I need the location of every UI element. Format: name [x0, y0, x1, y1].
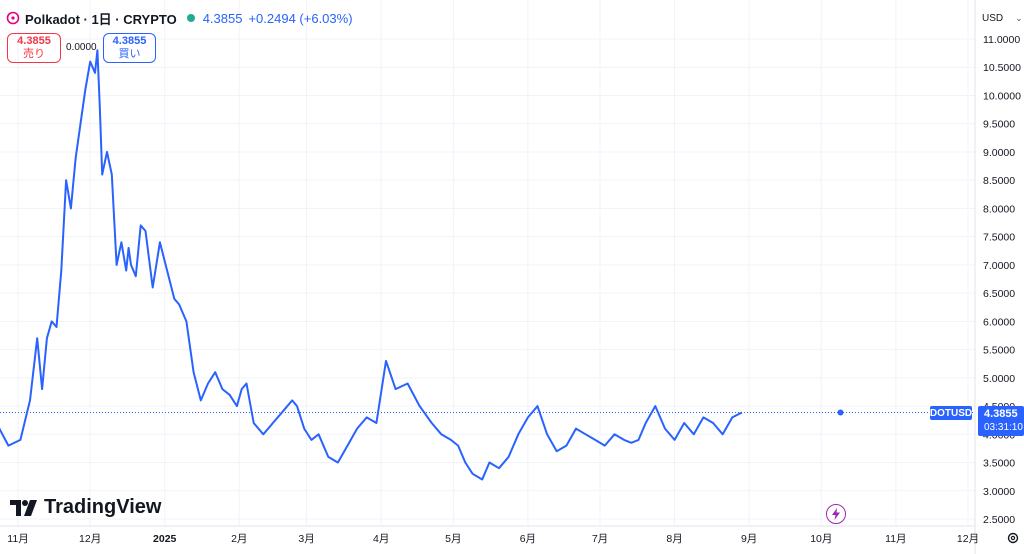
bar-countdown: 03:31:10	[984, 422, 1023, 433]
tradingview-logo[interactable]: TradingView	[10, 496, 161, 519]
y-tick-label: 11.0000	[983, 34, 1020, 46]
buy-button[interactable]: 4.3855 買い	[103, 33, 156, 63]
y-tick-label: 2.5000	[983, 514, 1015, 526]
y-tick-label: 8.5000	[983, 175, 1015, 187]
sell-button[interactable]: 4.3855 売り	[7, 33, 61, 63]
market-status-dot	[186, 14, 195, 22]
sell-price: 4.3855	[17, 35, 51, 47]
y-tick-label: 10.0000	[983, 90, 1021, 102]
spread-value: 0.0000	[66, 42, 97, 53]
current-price: 4.3855	[984, 408, 1018, 420]
tradingview-logo-icon	[10, 499, 37, 516]
x-tick-label: 3月	[298, 533, 314, 545]
symbol-header: Polkadot · 1日 · CRYPTO 4.3855 +0.2494 (+…	[6, 9, 353, 27]
x-tick-label: 2月	[231, 533, 247, 545]
gear-icon[interactable]	[1006, 531, 1020, 545]
sell-label: 売り	[23, 48, 45, 60]
y-tick-label: 5.5000	[983, 345, 1015, 357]
y-tick-label: 3.5000	[983, 458, 1015, 470]
buy-label: 買い	[118, 48, 141, 60]
polkadot-logo-icon	[6, 11, 20, 25]
y-tick-label: 7.0000	[983, 260, 1015, 272]
y-tick-label: 10.5000	[983, 62, 1021, 74]
x-tick-label: 2025	[153, 533, 177, 545]
y-tick-label: 8.0000	[983, 203, 1015, 215]
symbol-title[interactable]: Polkadot · 1日 · CRYPTO	[25, 11, 177, 27]
time-axis[interactable]: 11月 12月 2025 2月 3月 4月 5月 6月 7月 8月 9月 10月 11月 12月	[7, 533, 979, 545]
currency-label: USD	[982, 13, 1004, 24]
tradingview-wordmark: TradingView	[44, 496, 162, 518]
y-tick-label: 5.0000	[983, 373, 1015, 385]
x-tick-label: 9月	[741, 533, 757, 545]
y-tick-label: 9.0000	[983, 147, 1015, 159]
symbol-price-tag: DOTUSD	[929, 406, 973, 420]
x-tick-label: 5月	[445, 533, 461, 545]
header-price: 4.3855	[202, 10, 243, 26]
x-tick-label: 7月	[592, 533, 608, 545]
currency-selector[interactable]: USD ⌄	[982, 13, 1023, 24]
current-price-tag: 4.3855 03:31:10	[978, 406, 1024, 436]
price-series-line	[0, 49, 743, 481]
y-tick-label: 6.5000	[983, 288, 1015, 300]
price-axis[interactable]: 2.50003.00003.50004.00004.50005.00005.50…	[983, 34, 1021, 526]
y-tick-label: 3.0000	[983, 486, 1015, 498]
x-tick-label: 11月	[885, 533, 906, 545]
last-price-point	[837, 409, 844, 416]
lightning-bolt-icon[interactable]	[826, 504, 846, 524]
x-tick-label: 12月	[79, 533, 101, 545]
x-tick-label: 12月	[957, 533, 979, 545]
x-tick-label: 11月	[7, 533, 28, 545]
x-tick-label: 8月	[666, 533, 682, 545]
x-tick-label: 6月	[520, 533, 536, 545]
y-tick-label: 9.5000	[983, 119, 1015, 131]
x-tick-label: 4月	[373, 533, 389, 545]
x-tick-label: 10月	[810, 533, 832, 545]
header-change: +0.2494 (+6.03%)	[248, 10, 353, 26]
y-tick-label: 7.5000	[983, 232, 1015, 244]
buy-price: 4.3855	[112, 35, 147, 47]
chart-grid	[0, 0, 975, 526]
y-tick-label: 6.0000	[983, 316, 1015, 328]
chevron-down-icon: ⌄	[1015, 13, 1023, 23]
